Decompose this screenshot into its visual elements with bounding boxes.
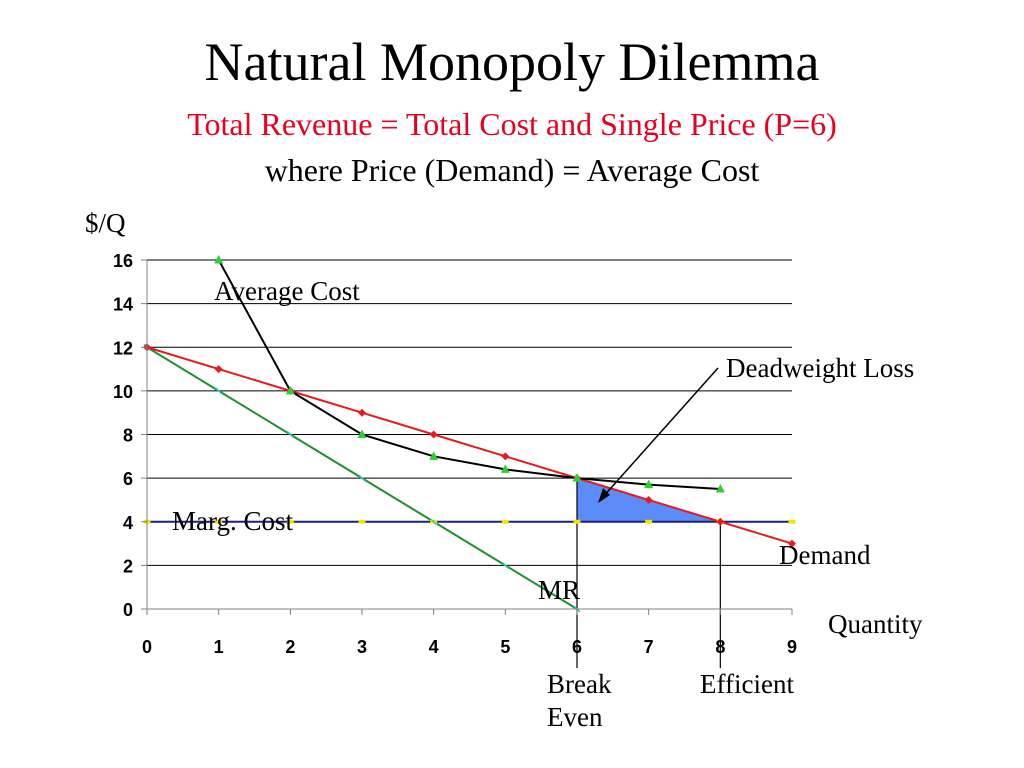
axes	[141, 259, 793, 615]
x-tick-label-5: 5	[500, 637, 510, 657]
demand-point-9	[788, 539, 796, 548]
efficient-label: Efficient	[700, 669, 794, 699]
x-tick-label-7: 7	[644, 637, 654, 657]
y-tick-label-8: 8	[123, 426, 133, 446]
marginal-cost-point-9	[788, 519, 796, 524]
demand-point-8	[716, 517, 725, 526]
deadweight-loss-arrow	[601, 367, 719, 499]
marginal-cost-point-7	[645, 519, 653, 524]
y-axis-label: $/Q	[85, 208, 126, 238]
marginal-revenue-point-2	[286, 430, 294, 439]
y-tick-label-12: 12	[113, 338, 133, 358]
marginal-cost-point-6	[573, 519, 581, 524]
x-tick-label-9: 9	[787, 637, 797, 657]
x-tick-label-3: 3	[357, 637, 367, 657]
y-tick-label-4: 4	[123, 513, 133, 533]
marginal-cost-point-3	[358, 519, 366, 524]
break-even-label-line-2: Even	[547, 702, 603, 732]
average-cost-point-4	[429, 451, 439, 460]
y-tick-label-6: 6	[123, 469, 133, 489]
marginal-cost-point-2	[286, 519, 294, 524]
demand-point-1	[214, 365, 223, 374]
mr-label: MR	[538, 575, 580, 605]
y-tick-label-10: 10	[113, 382, 133, 402]
average-cost-point-8	[715, 484, 725, 493]
break-even-label: Break Even	[547, 669, 618, 732]
slide-title: Natural Monopoly Dilemma	[204, 32, 820, 92]
y-tick-label-2: 2	[123, 556, 133, 576]
marginal-cost-point-5	[501, 519, 509, 524]
marginal-revenue-point-5	[501, 561, 509, 569]
demand-point-3	[358, 408, 366, 417]
x-axis-label: Quantity	[828, 609, 923, 639]
demand-line	[146, 346, 793, 545]
x-tick-label-6: 6	[572, 637, 582, 657]
x-tick-label-4: 4	[429, 637, 439, 657]
deadweight-loss-label: Deadweight Loss	[726, 353, 914, 383]
deadweight-loss-arrowhead	[598, 488, 610, 503]
slide-subtitle-secondary: where Price (Demand) = Average Cost	[264, 152, 760, 188]
demand-point-5	[501, 452, 510, 461]
average-cost-point-5	[500, 464, 510, 473]
break-even-label-line-1: Break	[547, 669, 612, 699]
demand-point-7	[644, 495, 653, 504]
average-cost-point-3	[357, 429, 367, 438]
demand-label: Demand	[779, 540, 871, 570]
x-tick-label-1: 1	[214, 637, 224, 657]
marginal-revenue-point-3	[358, 474, 366, 482]
marginal-cost-label: Marg. Cost	[172, 506, 294, 536]
x-tick-label-8: 8	[715, 637, 725, 657]
marginal-revenue-point-1	[215, 387, 223, 395]
guide-lines	[576, 478, 721, 668]
slide-subtitle: Total Revenue = Total Cost and Single Pr…	[187, 106, 837, 142]
average-cost-line	[217, 259, 721, 491]
y-tick-label-16: 16	[113, 251, 133, 271]
average-cost-point-2	[285, 385, 295, 395]
average-cost-label: Average Cost	[214, 276, 360, 306]
average-cost-point-6	[572, 473, 582, 482]
marginal-revenue-point-4	[430, 518, 438, 526]
series-markers	[143, 255, 796, 613]
x-tick-label-0: 0	[142, 637, 152, 657]
average-cost-point-7	[644, 479, 654, 489]
marginal-cost-point-1	[215, 519, 223, 524]
demand-point-4	[429, 430, 438, 439]
x-tick-label-2: 2	[285, 637, 295, 657]
y-tick-label-0: 0	[123, 600, 133, 620]
y-tick-label-14: 14	[113, 295, 133, 315]
average-cost-point-1	[214, 255, 224, 264]
